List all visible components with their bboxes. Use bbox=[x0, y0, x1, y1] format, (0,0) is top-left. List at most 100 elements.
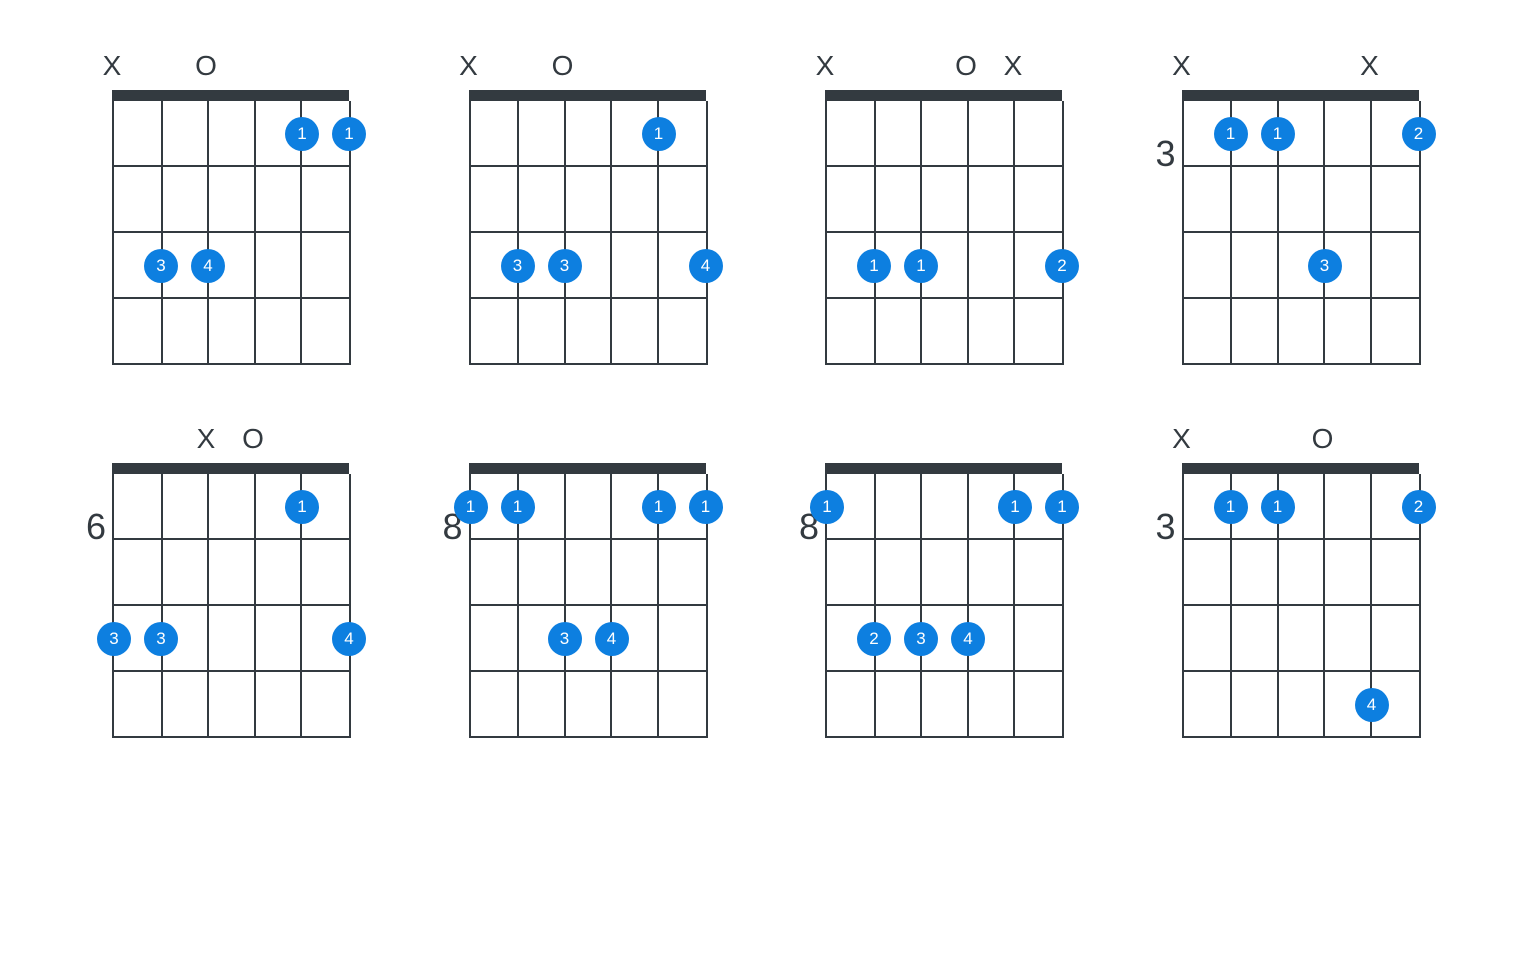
nut bbox=[112, 463, 349, 474]
nut bbox=[825, 463, 1062, 474]
muted-string-mark: X bbox=[1162, 423, 1202, 455]
muted-string-mark: X bbox=[1350, 50, 1390, 82]
chord-diagram: 3XO1124 bbox=[1120, 463, 1477, 738]
finger-dot: 1 bbox=[810, 490, 844, 524]
finger-dot: 3 bbox=[548, 249, 582, 283]
fret-grid: 1334 bbox=[469, 101, 708, 365]
fretboard: XO1334 bbox=[469, 90, 706, 365]
fretboard: XO1134 bbox=[112, 90, 349, 365]
finger-dot: 1 bbox=[998, 490, 1032, 524]
muted-string-mark: X bbox=[805, 50, 845, 82]
chord-chart-page: XO1134XO1334XOX1123XX11236XO133481111348… bbox=[0, 0, 1536, 738]
nut bbox=[469, 463, 706, 474]
finger-dot: 2 bbox=[1402, 490, 1436, 524]
string-status-row bbox=[825, 423, 1062, 457]
fretboard: 111234 bbox=[825, 463, 1062, 738]
finger-dot: 1 bbox=[1214, 117, 1248, 151]
string-status-row: XX bbox=[1182, 50, 1419, 84]
chord-row: XO1134XO1334XOX1123XX1123 bbox=[50, 90, 1476, 365]
finger-dots-layer: 1134 bbox=[114, 101, 349, 365]
finger-dot: 1 bbox=[689, 490, 723, 524]
finger-dot: 1 bbox=[501, 490, 535, 524]
finger-dot: 2 bbox=[857, 622, 891, 656]
finger-dot: 3 bbox=[97, 622, 131, 656]
finger-dots-layer: 111234 bbox=[827, 474, 1062, 738]
fretboard: XO1124 bbox=[1182, 463, 1419, 738]
fretboard: XX1123 bbox=[1182, 90, 1419, 365]
chord-diagram: 3XX1123 bbox=[1120, 90, 1477, 365]
finger-dot: 3 bbox=[144, 622, 178, 656]
finger-dot: 1 bbox=[642, 117, 676, 151]
starting-fret-label bbox=[50, 90, 112, 136]
chord-row: 6XO1334811113481112343XO1124 bbox=[50, 463, 1476, 738]
starting-fret-label: 6 bbox=[50, 463, 112, 545]
muted-string-mark: X bbox=[1162, 50, 1202, 82]
finger-dots-layer: 1123 bbox=[1184, 101, 1419, 365]
finger-dots-layer: 1124 bbox=[1184, 474, 1419, 738]
chord-diagram: 8111134 bbox=[407, 463, 764, 738]
finger-dot: 1 bbox=[285, 490, 319, 524]
open-string-mark: O bbox=[186, 50, 226, 82]
starting-fret-label bbox=[407, 90, 469, 136]
nut bbox=[1182, 463, 1419, 474]
open-string-mark: O bbox=[233, 423, 273, 455]
finger-dot: 4 bbox=[1355, 688, 1389, 722]
string-status-row: XO bbox=[469, 50, 706, 84]
string-status-row bbox=[469, 423, 706, 457]
finger-dot: 4 bbox=[595, 622, 629, 656]
finger-dot: 3 bbox=[144, 249, 178, 283]
finger-dot: 4 bbox=[332, 622, 366, 656]
fret-grid: 112 bbox=[825, 101, 1064, 365]
starting-fret-label: 3 bbox=[1120, 463, 1182, 545]
finger-dot: 3 bbox=[904, 622, 938, 656]
finger-dot: 3 bbox=[501, 249, 535, 283]
finger-dot: 4 bbox=[191, 249, 225, 283]
string-status-row: XO bbox=[112, 423, 349, 457]
finger-dot: 1 bbox=[857, 249, 891, 283]
open-string-mark: O bbox=[1303, 423, 1343, 455]
finger-dots-layer: 1334 bbox=[471, 101, 706, 365]
fret-grid: 1334 bbox=[112, 474, 351, 738]
fret-grid: 1123 bbox=[1182, 101, 1421, 365]
finger-dot: 2 bbox=[1402, 117, 1436, 151]
finger-dot: 1 bbox=[1214, 490, 1248, 524]
finger-dot: 1 bbox=[285, 117, 319, 151]
chord-diagram: 8111234 bbox=[763, 463, 1120, 738]
chord-diagram: XO1334 bbox=[407, 90, 764, 365]
fretboard: XO1334 bbox=[112, 463, 349, 738]
muted-string-mark: X bbox=[92, 50, 132, 82]
finger-dot: 3 bbox=[1308, 249, 1342, 283]
chord-diagram: 6XO1334 bbox=[50, 463, 407, 738]
finger-dot: 1 bbox=[1261, 490, 1295, 524]
open-string-mark: O bbox=[543, 50, 583, 82]
finger-dots-layer: 111134 bbox=[471, 474, 706, 738]
open-string-mark: O bbox=[946, 50, 986, 82]
nut bbox=[469, 90, 706, 101]
string-status-row: XOX bbox=[825, 50, 1062, 84]
finger-dot: 2 bbox=[1045, 249, 1079, 283]
finger-dot: 3 bbox=[548, 622, 582, 656]
fret-grid: 1134 bbox=[112, 101, 351, 365]
finger-dot: 1 bbox=[332, 117, 366, 151]
muted-string-mark: X bbox=[993, 50, 1033, 82]
chord-diagram: XOX112 bbox=[763, 90, 1120, 365]
starting-fret-label bbox=[763, 90, 825, 136]
finger-dot: 4 bbox=[689, 249, 723, 283]
string-status-row: XO bbox=[112, 50, 349, 84]
muted-string-mark: X bbox=[449, 50, 489, 82]
chord-diagram: XO1134 bbox=[50, 90, 407, 365]
finger-dots-layer: 112 bbox=[827, 101, 1062, 365]
muted-string-mark: X bbox=[186, 423, 226, 455]
starting-fret-label: 3 bbox=[1120, 90, 1182, 172]
finger-dot: 1 bbox=[1261, 117, 1295, 151]
finger-dot: 1 bbox=[1045, 490, 1079, 524]
finger-dot: 4 bbox=[951, 622, 985, 656]
nut bbox=[112, 90, 349, 101]
nut bbox=[825, 90, 1062, 101]
nut bbox=[1182, 90, 1419, 101]
fretboard: 111134 bbox=[469, 463, 706, 738]
finger-dot: 1 bbox=[454, 490, 488, 524]
fret-grid: 111134 bbox=[469, 474, 708, 738]
fretboard: XOX112 bbox=[825, 90, 1062, 365]
string-status-row: XO bbox=[1182, 423, 1419, 457]
